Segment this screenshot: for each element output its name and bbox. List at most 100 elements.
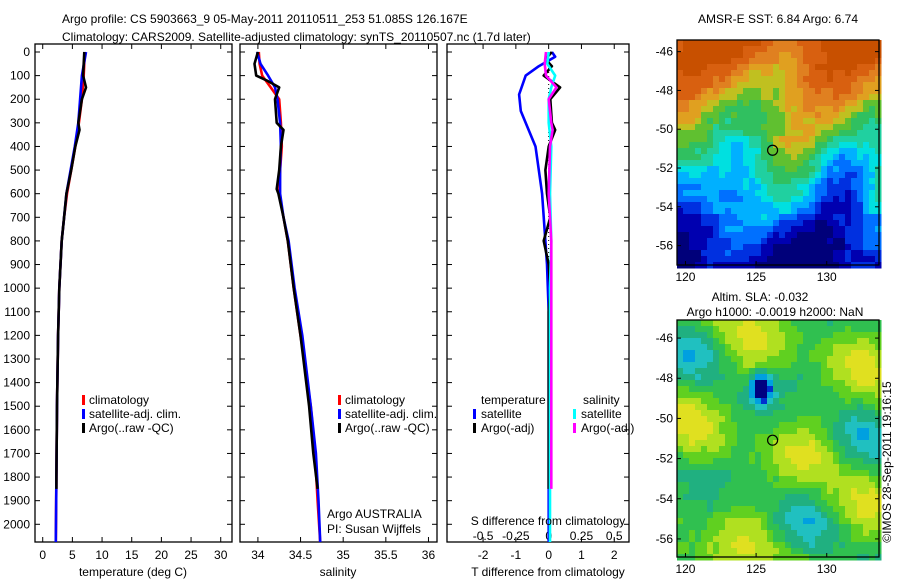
map-cell — [791, 214, 798, 221]
map-cell — [797, 166, 804, 173]
map-cell — [875, 344, 882, 351]
map-cell — [851, 202, 858, 209]
map-cell — [875, 458, 882, 465]
map-cell — [839, 244, 846, 251]
map-cell — [755, 82, 762, 89]
map-cell — [695, 124, 702, 131]
xlabel-t-difference: T difference from climatology — [471, 565, 625, 579]
map-cell — [791, 404, 798, 411]
map-cell — [827, 154, 834, 161]
map-cell — [821, 332, 828, 339]
map-cell — [749, 536, 756, 543]
map-cell — [683, 344, 690, 351]
map-cell — [809, 226, 816, 233]
map-cell — [851, 326, 858, 333]
map-cell — [827, 344, 834, 351]
map-cell — [773, 124, 780, 131]
map-cell — [827, 338, 834, 345]
legend-label: climatology — [345, 393, 405, 407]
map-cell — [779, 172, 786, 179]
map-cell — [755, 118, 762, 125]
map-cell — [845, 178, 852, 185]
map-cell — [821, 446, 828, 453]
map-cell — [857, 76, 864, 83]
map-cell — [719, 512, 726, 519]
map-cell — [863, 368, 870, 375]
map-cell — [833, 232, 840, 239]
map-cell — [701, 142, 708, 149]
map-cell — [737, 374, 744, 381]
map-cell — [689, 202, 696, 209]
map-cell — [719, 458, 726, 465]
map-cell — [833, 458, 840, 465]
y-tick-label: 100 — [10, 69, 30, 83]
map-cell — [809, 356, 816, 363]
map-cell — [803, 124, 810, 131]
map-cell — [683, 494, 690, 501]
map-cell — [845, 232, 852, 239]
map-cell — [875, 238, 882, 245]
map-cell — [737, 118, 744, 125]
map-cell — [839, 434, 846, 441]
map-cell — [851, 434, 858, 441]
map-cell — [725, 482, 732, 489]
map-cell — [677, 64, 684, 71]
map-cell — [869, 76, 876, 83]
map-cell — [731, 220, 738, 227]
map-cell — [767, 512, 774, 519]
map-cell — [845, 506, 852, 513]
map-cell — [725, 506, 732, 513]
map-cell — [797, 452, 804, 459]
map-cell — [725, 136, 732, 143]
map-cell — [833, 350, 840, 357]
map-cell — [731, 536, 738, 543]
map-cell — [797, 332, 804, 339]
map-cell — [863, 416, 870, 423]
map-cell — [815, 172, 822, 179]
map-cell — [719, 214, 726, 221]
map-cell — [839, 220, 846, 227]
map-cell — [773, 52, 780, 59]
map-cell — [761, 52, 768, 59]
map-cell — [731, 524, 738, 531]
map-cell — [797, 82, 804, 89]
map-cell — [797, 58, 804, 65]
map-cell — [779, 106, 786, 113]
map-cell — [725, 440, 732, 447]
map-cell — [827, 476, 834, 483]
map-cell — [839, 190, 846, 197]
map-cell — [839, 398, 846, 405]
map-cell — [767, 458, 774, 465]
map-cell — [767, 488, 774, 495]
map-cell — [731, 428, 738, 435]
map-cell — [779, 434, 786, 441]
map-cell — [701, 64, 708, 71]
map-cell — [809, 398, 816, 405]
map-cell — [701, 500, 708, 507]
map-cell — [845, 494, 852, 501]
map-cell — [869, 392, 876, 399]
map-cell — [839, 196, 846, 203]
map-cell — [761, 530, 768, 537]
map-cell — [869, 458, 876, 465]
map-cell — [869, 464, 876, 471]
legend-label: Argo(..raw -QC) — [89, 421, 174, 435]
map-cell — [815, 124, 822, 131]
map-cell — [821, 232, 828, 239]
map-cell — [773, 344, 780, 351]
map-cell — [863, 166, 870, 173]
map-cell — [689, 94, 696, 101]
map-cell — [827, 530, 834, 537]
map-cell — [707, 368, 714, 375]
map-cell — [737, 332, 744, 339]
map-cell — [821, 214, 828, 221]
map-cell — [743, 542, 750, 549]
annotation-argo-australia: Argo AUSTRALIA — [327, 507, 422, 521]
map-cell — [707, 214, 714, 221]
map-cell — [851, 154, 858, 161]
map-cell — [863, 338, 870, 345]
map-cell — [737, 422, 744, 429]
map-cell — [713, 338, 720, 345]
map-cell — [689, 76, 696, 83]
map-cell — [845, 332, 852, 339]
